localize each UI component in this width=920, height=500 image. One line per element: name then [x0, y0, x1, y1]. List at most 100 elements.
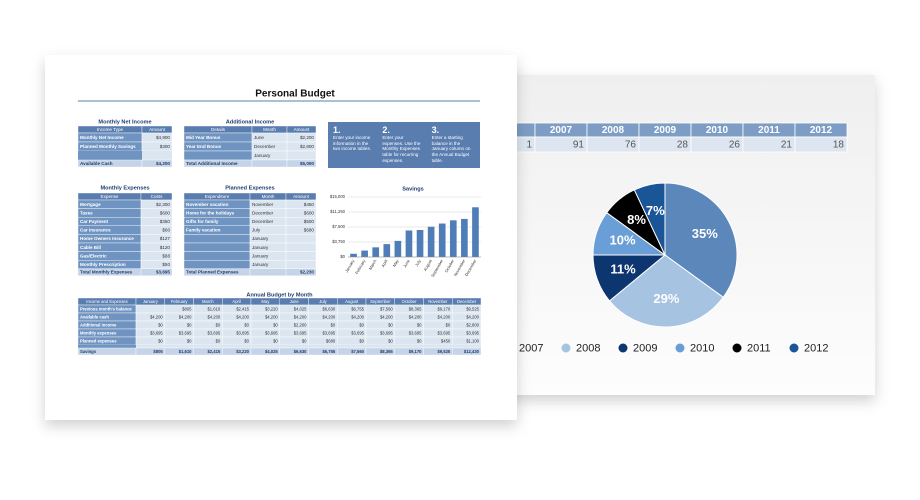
cell-text: $3,695	[380, 330, 393, 335]
cell-text: December	[252, 210, 274, 215]
cell-text: $805	[182, 306, 192, 311]
spacer	[78, 345, 136, 348]
cell-text: January	[254, 153, 271, 158]
cell	[183, 150, 253, 161]
cell-text: $4,200	[265, 314, 278, 319]
bar	[472, 207, 479, 257]
cell-text: $0	[273, 322, 278, 327]
cell-text: Planned Monthly Savings	[80, 144, 136, 149]
cell-text: Gas/Electric	[80, 253, 107, 258]
cell	[794, 136, 848, 153]
cell-text: $4,200	[179, 314, 192, 319]
cell-text: $8,365	[380, 349, 393, 354]
cell-text: Car Insurance	[80, 228, 111, 233]
cell-text: $7,560	[380, 306, 393, 311]
cell-text: $2,230	[300, 270, 314, 275]
cell-text: 26	[729, 140, 741, 151]
cell-text: August	[345, 299, 359, 304]
cell-text: Previous month's balance	[80, 306, 132, 311]
cell-text: $120	[160, 245, 171, 250]
slice-label: 35%	[692, 226, 718, 241]
cell-text: $0	[359, 322, 364, 327]
cell-text: January	[252, 262, 269, 267]
cell-text: $50	[162, 262, 170, 267]
cell-text: December	[252, 219, 274, 224]
cell-text: $9,525	[466, 306, 479, 311]
bar	[372, 247, 380, 257]
cell-text: Expenditure	[205, 194, 230, 199]
cell-text: Mortgage	[80, 202, 101, 207]
cell-text: $2,200	[300, 135, 314, 140]
cell	[183, 242, 251, 252]
cell-text: Total Planned Expenses	[186, 270, 239, 275]
cell-text: $450	[441, 338, 451, 343]
chart-title: Savings	[402, 186, 423, 192]
cell-text: $680	[304, 228, 315, 233]
cell-text: Monthly Net Income	[80, 135, 124, 140]
cell-text: 1	[526, 140, 532, 151]
y-tick-label: $15,000	[330, 194, 346, 199]
cell-text: Costs	[151, 194, 163, 199]
legend-label: 2008	[576, 342, 600, 354]
x-tick-label: August	[422, 258, 433, 272]
legend-marker	[561, 343, 571, 353]
front-page: Personal Budget 1.Enter your income info…	[45, 55, 517, 420]
cell-text: December	[457, 299, 477, 304]
step: 1. Enter your income information in the t…	[333, 125, 376, 165]
footer-cell	[140, 268, 173, 276]
bar	[405, 230, 413, 257]
cell-text: November	[428, 299, 448, 304]
cell-text: $4,200	[437, 314, 450, 319]
cell	[183, 260, 251, 270]
slice-label: 29%	[653, 291, 679, 306]
table-title: Planned Expenses	[225, 185, 274, 191]
cell-text: Total Additional Income	[186, 161, 238, 166]
cell-text: 28	[677, 140, 689, 151]
cell-text: $2,200	[294, 322, 307, 327]
cell-text: $9,170	[409, 349, 422, 354]
header-text: 2011	[758, 125, 780, 136]
cell-text: 76	[625, 140, 637, 151]
cell-text: Taxes	[80, 210, 93, 215]
x-tick-label: October	[444, 258, 456, 273]
cell-text: 91	[573, 140, 585, 151]
cell-text: January	[252, 253, 269, 258]
cell	[183, 251, 251, 261]
legend-marker	[732, 343, 742, 353]
step-text: Enter a starting balance in the January …	[431, 135, 471, 163]
cell-text: Income Type	[97, 127, 124, 132]
cell-text: $1,610	[207, 306, 220, 311]
slice-label: 11%	[610, 262, 636, 277]
cell-text: $2,300	[156, 202, 170, 207]
cell-text: Details	[211, 127, 226, 132]
cell-text: January	[252, 236, 269, 241]
cell-text: $4,200	[294, 314, 307, 319]
cell-text: $0	[158, 322, 163, 327]
y-tick-label: $3,750	[332, 239, 345, 244]
cell-text: Month	[262, 194, 275, 199]
x-tick-label: March	[368, 259, 378, 271]
cell-text: Monthly Prescription	[80, 262, 126, 267]
cell-text: Amount	[293, 194, 310, 199]
instructions-box: 1. Enter your income information in the t…	[328, 122, 480, 168]
legend-label: 2012	[804, 342, 828, 354]
cell-text: Gifts for family	[186, 219, 219, 224]
instructions: 1.Enter your income information in the t…	[328, 122, 480, 168]
slice-label: 7%	[646, 203, 665, 218]
bar	[416, 229, 424, 257]
cell-text: $4,200	[380, 314, 393, 319]
cell-text: $3,695	[437, 330, 450, 335]
cell-text: $9,170	[437, 306, 450, 311]
cell-text: $0	[417, 338, 422, 343]
header-text: 2009	[654, 125, 677, 136]
table-title: Monthly Expenses	[100, 185, 149, 191]
legend-label: 2007	[519, 342, 543, 354]
cell	[286, 150, 317, 161]
page-title: Personal Budget	[255, 89, 335, 100]
bar	[461, 218, 468, 257]
spacer	[142, 151, 172, 160]
cell-text: $0	[417, 322, 422, 327]
cell	[183, 234, 251, 244]
cell-text: Available Cash	[80, 161, 113, 166]
cell-text: $9,525	[437, 349, 450, 354]
